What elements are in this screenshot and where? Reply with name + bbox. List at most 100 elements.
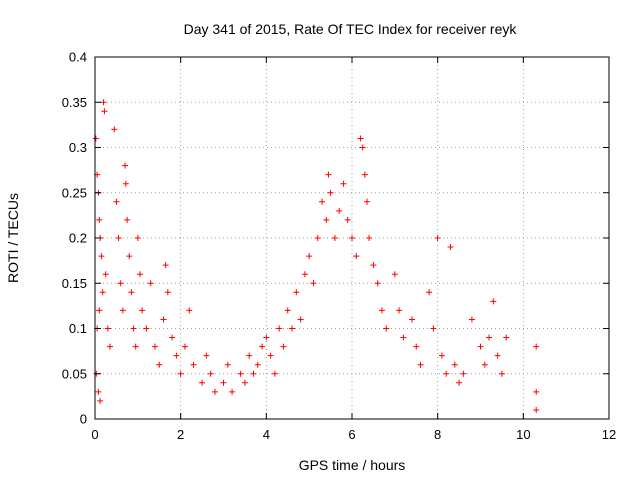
data-point <box>310 280 317 287</box>
x-tick-label: 2 <box>177 427 184 442</box>
data-point <box>241 379 248 386</box>
data-point <box>203 352 210 359</box>
data-point <box>293 289 300 296</box>
data-point <box>451 361 458 368</box>
data-point <box>101 108 108 115</box>
data-point <box>136 271 143 278</box>
data-point <box>289 325 296 332</box>
y-tick-label: 0.05 <box>62 366 87 381</box>
data-point <box>173 352 180 359</box>
data-point <box>102 271 109 278</box>
data-point <box>370 262 377 269</box>
data-point <box>220 379 227 386</box>
data-point <box>327 189 334 196</box>
data-point <box>340 180 347 187</box>
y-tick-label: 0.2 <box>69 231 87 246</box>
data-point <box>477 343 484 350</box>
y-tick-label: 0.25 <box>62 185 87 200</box>
data-point <box>284 307 291 314</box>
x-tick-label: 4 <box>263 427 270 442</box>
data-point <box>344 216 351 223</box>
x-tick-label: 8 <box>434 427 441 442</box>
data-point <box>199 379 206 386</box>
y-tick-label: 0.1 <box>69 321 87 336</box>
data-point <box>374 280 381 287</box>
data-point <box>430 325 437 332</box>
data-point <box>413 343 420 350</box>
data-point <box>96 216 103 223</box>
data-point <box>357 135 364 142</box>
data-point <box>207 370 214 377</box>
chart-title: Day 341 of 2015, Rate Of TEC Index for r… <box>184 21 518 37</box>
x-tick-label: 0 <box>91 427 98 442</box>
data-point <box>434 235 441 241</box>
data-point <box>106 343 113 350</box>
data-point <box>378 307 385 314</box>
data-point <box>460 370 467 377</box>
x-axis-label: GPS time / hours <box>299 457 406 473</box>
data-point <box>177 370 184 377</box>
data-point <box>456 379 463 386</box>
data-point <box>314 235 321 241</box>
data-point <box>121 162 128 169</box>
data-point <box>246 352 253 359</box>
data-point <box>276 325 283 332</box>
data-point <box>117 280 124 287</box>
data-point <box>119 307 126 314</box>
data-point <box>99 289 106 296</box>
data-point <box>533 406 540 413</box>
data-point <box>533 388 540 395</box>
data-point <box>438 352 445 359</box>
data-point <box>331 235 338 241</box>
data-point <box>363 198 370 205</box>
data-point <box>443 370 450 377</box>
data-point <box>396 307 403 314</box>
data-point <box>400 334 407 341</box>
data-point <box>498 370 505 377</box>
data-point <box>126 253 133 260</box>
data-point <box>190 361 197 368</box>
data-point <box>259 343 266 350</box>
data-point <box>533 343 540 350</box>
data-point <box>408 316 415 323</box>
data-point <box>224 361 231 368</box>
x-tick-label: 10 <box>516 427 530 442</box>
data-point <box>301 271 308 278</box>
data-point <box>359 144 366 151</box>
data-point <box>297 316 304 323</box>
data-point <box>426 289 433 296</box>
data-point <box>97 397 104 404</box>
data-point <box>254 361 261 368</box>
data-point <box>447 244 454 251</box>
data-point <box>319 198 326 205</box>
data-point <box>147 280 154 287</box>
data-point <box>271 370 278 377</box>
data-point <box>263 334 270 341</box>
data-point <box>130 325 137 332</box>
x-tick-label: 6 <box>348 427 355 442</box>
data-point <box>160 316 167 323</box>
data-point <box>96 307 103 314</box>
data-point <box>156 361 163 368</box>
data-point <box>151 343 158 350</box>
data-point <box>486 334 493 341</box>
data-point <box>181 343 188 350</box>
data-point <box>162 262 169 269</box>
ticks: 0 2 4 6 8 10 12 0 0.05 0.1 0.15 0.2 0.25 0.3 0.35 0.4 <box>62 50 617 443</box>
data-point <box>361 171 368 178</box>
data-point <box>111 126 118 133</box>
data-point <box>143 325 150 332</box>
data-point <box>139 307 146 314</box>
y-tick-label: 0.4 <box>69 50 87 65</box>
y-tick-label: 0.3 <box>69 140 87 155</box>
data-point <box>323 216 330 223</box>
y-axis-label: ROTI / TECUs <box>5 193 21 283</box>
x-tick-label: 12 <box>602 427 616 442</box>
data-point <box>366 235 373 241</box>
data-point <box>306 253 313 260</box>
data-point <box>490 298 497 305</box>
data-point <box>115 235 122 241</box>
data-point <box>164 289 171 296</box>
data-point <box>92 135 99 142</box>
